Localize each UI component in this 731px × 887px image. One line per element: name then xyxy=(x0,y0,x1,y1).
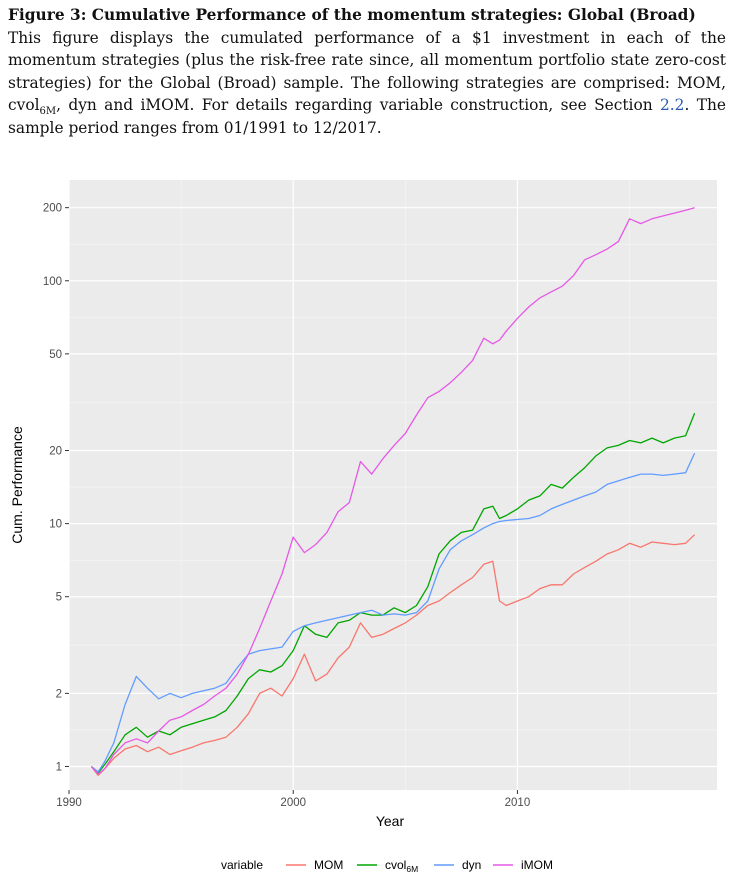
series-line-imom xyxy=(90,207,695,775)
y-tick-label: 1 xyxy=(56,761,62,773)
y-tick-label: 10 xyxy=(49,519,62,531)
figure-caption: Figure 3: Cumulative Performance of the … xyxy=(8,4,726,139)
legend-label-imom: iMOM xyxy=(521,858,553,872)
caption-text-2: , dyn and iMOM. For details regarding va… xyxy=(56,96,660,114)
y-axis: 1 2 5 10 20 50 100 200 xyxy=(43,203,69,773)
grid-lines xyxy=(68,180,717,790)
x-axis-title: Year xyxy=(376,813,405,829)
caption-subscript: 6M xyxy=(39,106,57,118)
legend-label-dyn: dyn xyxy=(462,858,481,872)
x-tick-label: 2010 xyxy=(505,797,531,809)
x-tick-label: 1990 xyxy=(56,797,82,809)
y-tick-label: 2 xyxy=(56,688,62,700)
series-lines xyxy=(90,207,696,776)
legend-label-cvol: cvol6M xyxy=(385,858,418,874)
x-tick-label: 2000 xyxy=(280,797,306,809)
y-tick-label: 20 xyxy=(49,446,62,458)
series-line-cvol xyxy=(90,412,696,774)
caption-text-1: This figure displays the cumulated perfo… xyxy=(8,28,726,115)
figure-title: Figure 3: Cumulative Performance of the … xyxy=(8,6,696,24)
x-axis: 1990 2000 2010 xyxy=(56,790,530,809)
series-line-dyn xyxy=(90,452,696,773)
section-reference-link[interactable]: 2.2 xyxy=(659,96,685,114)
plot-panel xyxy=(69,180,717,790)
y-tick-label: 100 xyxy=(43,276,62,288)
legend: variable MOM cvol6M dyn iMOM xyxy=(221,858,553,874)
y-tick-label: 5 xyxy=(56,592,62,604)
y-tick-label: 50 xyxy=(49,349,62,361)
y-axis-title: Cum. Performance xyxy=(9,426,25,544)
y-tick-label: 200 xyxy=(43,203,62,215)
legend-label-mom: MOM xyxy=(314,858,343,872)
series-line-mom xyxy=(90,534,696,776)
legend-title: variable xyxy=(221,858,263,872)
caption-text-3: . The sample period ranges from 01/1991 … xyxy=(8,96,726,137)
